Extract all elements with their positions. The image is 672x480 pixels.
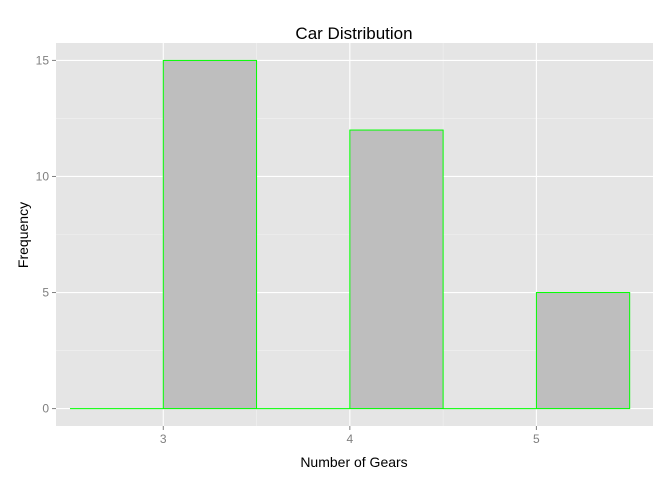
y-tick-label: 0 bbox=[42, 402, 49, 416]
x-tick-label: 4 bbox=[346, 432, 353, 446]
x-tick-label: 5 bbox=[533, 432, 540, 446]
x-axis-title: Number of Gears bbox=[300, 454, 407, 470]
histogram-bars bbox=[69, 59, 631, 410]
y-axis-ticks: 0 5 10 15 bbox=[36, 53, 56, 416]
y-tick-label: 5 bbox=[42, 286, 49, 300]
y-tick-label: 10 bbox=[36, 169, 50, 183]
x-axis-ticks: 3 4 5 bbox=[160, 426, 540, 446]
histogram-bar bbox=[535, 292, 631, 410]
x-tick-label: 3 bbox=[160, 432, 167, 446]
chart-title: Car Distribution bbox=[295, 24, 412, 43]
y-tick-label: 15 bbox=[36, 53, 50, 67]
histogram-bar bbox=[349, 129, 444, 410]
y-axis-title: Frequency bbox=[15, 202, 31, 268]
histogram-bar bbox=[162, 59, 258, 410]
